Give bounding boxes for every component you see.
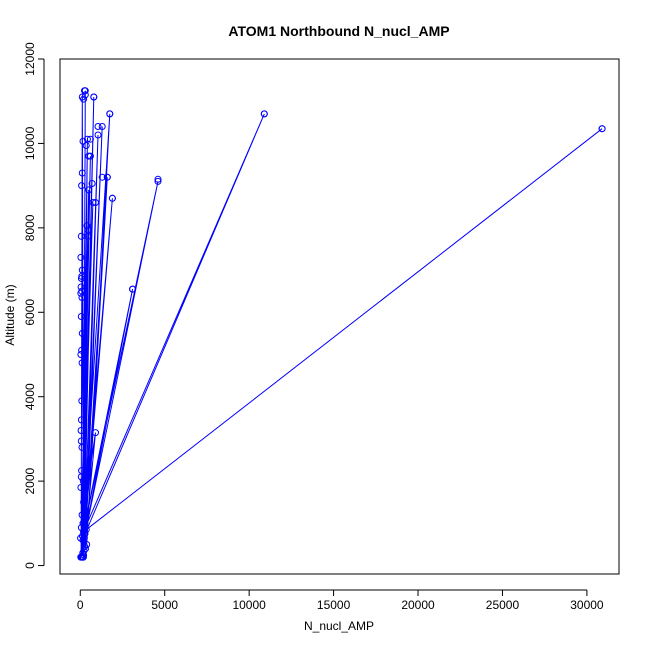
data-point bbox=[103, 173, 111, 181]
x-tick-label: 0 bbox=[77, 598, 84, 612]
data-point bbox=[77, 283, 85, 291]
data-point bbox=[79, 519, 87, 527]
x-axis: 0 5000 10000 15000 20000 25000 30000 bbox=[77, 589, 604, 612]
x-tick-label: 25000 bbox=[486, 598, 520, 612]
data-point bbox=[129, 285, 137, 293]
x-tick-label: 10000 bbox=[232, 598, 266, 612]
y-tick-label: 0 bbox=[23, 562, 37, 569]
data-point bbox=[78, 329, 86, 337]
data-point bbox=[77, 484, 85, 491]
data-point bbox=[77, 524, 85, 532]
y-axis: 0 2000 4000 6000 8000 10000 12000 bbox=[23, 42, 45, 569]
data-point bbox=[80, 498, 88, 506]
data-point bbox=[81, 530, 89, 538]
data-point bbox=[81, 486, 89, 494]
data-point bbox=[86, 135, 94, 143]
data-point bbox=[598, 125, 606, 133]
data-point bbox=[260, 110, 268, 118]
y-tick-label: 6000 bbox=[23, 299, 37, 326]
data-point bbox=[81, 87, 89, 95]
data-point bbox=[108, 194, 116, 202]
data-point bbox=[77, 351, 85, 358]
y-tick-label: 10000 bbox=[23, 126, 37, 160]
data-point bbox=[78, 266, 86, 274]
y-tick-label: 12000 bbox=[23, 42, 37, 76]
data-point bbox=[90, 93, 98, 101]
series-line bbox=[80, 90, 603, 558]
y-axis-label: Altitude (m) bbox=[3, 284, 17, 345]
data-point bbox=[92, 429, 99, 437]
data-point bbox=[98, 173, 106, 181]
data-point bbox=[92, 199, 99, 206]
data-point bbox=[79, 477, 87, 485]
data-point bbox=[78, 359, 86, 367]
x-tick-label: 20000 bbox=[401, 598, 435, 612]
data-point bbox=[77, 437, 85, 445]
x-tick-label: 5000 bbox=[151, 598, 178, 612]
data-point bbox=[82, 142, 90, 149]
data-point bbox=[77, 253, 85, 261]
data-point bbox=[98, 123, 106, 130]
data-point bbox=[81, 543, 89, 551]
data-point bbox=[79, 137, 87, 145]
x-tick-label: 15000 bbox=[317, 598, 351, 612]
data-point bbox=[78, 346, 86, 354]
data-point bbox=[77, 313, 85, 320]
plot-frame bbox=[59, 58, 620, 575]
series-layer bbox=[80, 90, 603, 558]
data-point bbox=[78, 169, 86, 177]
data-point bbox=[80, 547, 88, 555]
chart-title: ATOM1 Northbound N_nucl_AMP bbox=[228, 23, 449, 39]
y-tick-label: 8000 bbox=[23, 214, 37, 241]
data-point bbox=[78, 467, 86, 475]
data-point bbox=[77, 416, 85, 424]
data-point bbox=[83, 222, 91, 230]
data-point bbox=[94, 131, 102, 139]
x-axis-label: N_nucl_AMP bbox=[304, 619, 374, 633]
data-point bbox=[85, 186, 93, 194]
data-point bbox=[77, 232, 85, 240]
x-tick-label: 30000 bbox=[570, 598, 604, 612]
data-point bbox=[106, 110, 114, 118]
data-point bbox=[89, 199, 97, 206]
data-point bbox=[77, 427, 85, 434]
data-point bbox=[84, 232, 92, 240]
data-point bbox=[78, 397, 86, 405]
data-point bbox=[78, 182, 86, 190]
data-point bbox=[83, 541, 91, 548]
data-point bbox=[83, 135, 91, 143]
data-point bbox=[78, 511, 86, 519]
data-point bbox=[78, 93, 86, 101]
data-point bbox=[78, 287, 86, 295]
y-tick-label: 2000 bbox=[23, 467, 37, 494]
y-tick-label: 4000 bbox=[23, 383, 37, 410]
data-point bbox=[154, 177, 162, 185]
data-point bbox=[94, 123, 102, 130]
data-point bbox=[88, 180, 96, 187]
data-point bbox=[86, 152, 94, 160]
points-layer bbox=[77, 87, 606, 561]
data-point bbox=[154, 175, 162, 183]
